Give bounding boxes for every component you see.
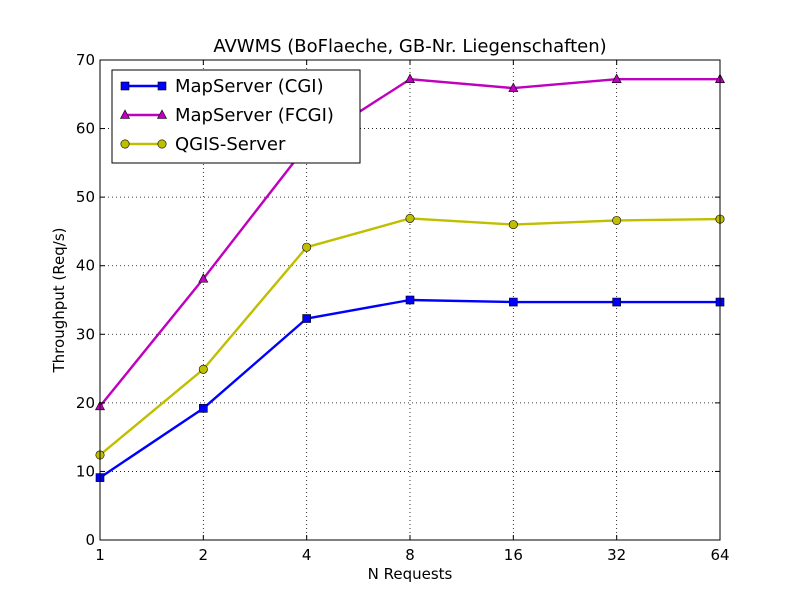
series-2: [95, 213, 725, 460]
y-tick-label: 60: [76, 120, 95, 138]
y-tick-label: 0: [85, 531, 95, 549]
data-point: [198, 364, 208, 374]
data-point: [302, 314, 311, 323]
legend-item: MapServer (CGI): [120, 76, 324, 97]
series-1: [95, 73, 725, 411]
data-point: [405, 213, 415, 223]
legend-marker: [120, 109, 130, 119]
x-tick-label: 8: [405, 546, 415, 564]
data-point: [405, 295, 415, 305]
x-tick-label: 32: [607, 546, 626, 564]
x-tick-label: 16: [504, 546, 523, 564]
data-point: [508, 82, 519, 92]
legend-marker: [120, 81, 130, 91]
y-tick-label: 70: [76, 51, 95, 69]
chart-title: AVWMS (BoFlaeche, GB-Nr. Liegenschaften): [213, 36, 606, 57]
y-tick-label: 10: [76, 462, 95, 480]
legend-label: MapServer (FCGI): [175, 105, 334, 126]
axis-ticks: 1 2 4 8 16 32 64 0 10 20 30 40 50 60 70: [76, 51, 730, 564]
legend-label: QGIS-Server: [175, 134, 286, 155]
data-point: [302, 242, 312, 252]
data-point: [405, 73, 415, 83]
series-group: [95, 73, 725, 482]
y-tick-label: 20: [76, 394, 95, 412]
x-axis-label: N Requests: [368, 565, 453, 583]
legend-marker: [157, 81, 167, 91]
x-tick-label: 2: [199, 546, 209, 564]
y-tick-label: 50: [76, 188, 95, 206]
y-tick-label: 40: [76, 257, 95, 275]
x-tick-label: 1: [95, 546, 105, 564]
data-point: [612, 215, 622, 225]
legend-label: MapServer (CGI): [175, 76, 324, 97]
legend-marker: [120, 139, 130, 149]
data-point: [508, 220, 518, 230]
data-point: [199, 404, 208, 413]
data-point: [509, 297, 518, 307]
legend-item: QGIS-Server: [120, 134, 286, 155]
y-tick-label: 30: [76, 325, 95, 343]
data-point: [611, 73, 622, 83]
legend: MapServer (CGI) MapServer (FCGI) QGIS-Serv…: [111, 69, 361, 164]
x-tick-label: 64: [710, 546, 729, 564]
legend-marker: [157, 139, 167, 149]
legend-item: MapServer (FCGI): [120, 105, 334, 126]
x-tick-label: 4: [302, 546, 312, 564]
data-point: [198, 273, 209, 283]
y-axis-label: Throughput (Req/s): [50, 228, 68, 374]
data-point: [612, 297, 621, 307]
legend-marker: [157, 109, 167, 119]
